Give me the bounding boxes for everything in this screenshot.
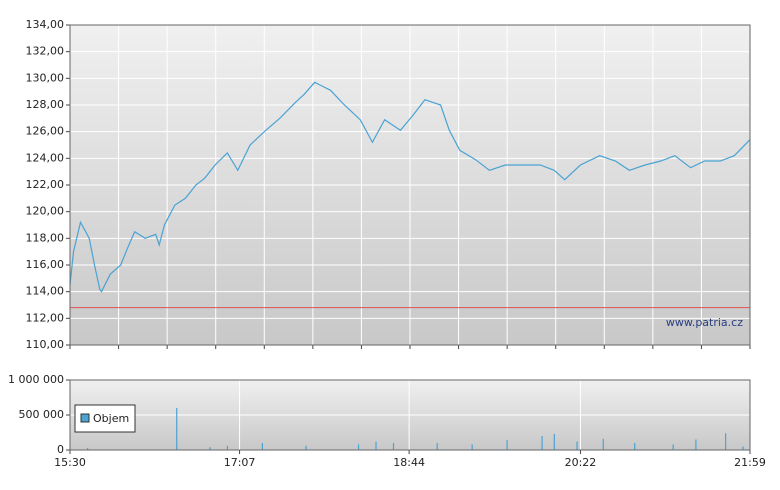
y-tick-label: 126,00 <box>26 125 65 138</box>
x-tick-label: 21:59 <box>734 456 766 469</box>
volume-frame <box>69 379 751 451</box>
x-tick-label: 15:30 <box>54 456 86 469</box>
volume-bar <box>541 436 543 450</box>
volume-bar <box>176 408 178 450</box>
volume-bar <box>357 444 360 450</box>
volume-bar <box>602 438 604 450</box>
price-frame <box>69 24 751 346</box>
y-tick-label: 122,00 <box>26 178 65 191</box>
volume-bar <box>742 446 744 450</box>
x-tick-label: 18:44 <box>393 456 425 469</box>
watermark: www.patria.cz <box>666 316 743 329</box>
y-tick-label: 132,00 <box>26 45 65 58</box>
y-tick-label: 124,00 <box>26 151 65 164</box>
y-tick-label: 130,00 <box>26 71 65 84</box>
volume-bar <box>634 443 636 450</box>
y-tick-label: 120,00 <box>26 205 65 218</box>
y-tick-label: 134,00 <box>26 18 65 31</box>
volume-bar <box>375 441 377 450</box>
x-tick-label: 17:07 <box>224 456 256 469</box>
y-tick-label: 110,00 <box>26 338 65 351</box>
volume-bar <box>209 447 211 450</box>
y-tick-label: 0 <box>57 443 64 456</box>
volume-bar <box>471 444 473 450</box>
y-tick-label: 500 000 <box>19 408 65 421</box>
y-tick-label: 112,00 <box>26 311 65 324</box>
volume-bar <box>261 443 263 450</box>
volume-bar <box>695 439 697 450</box>
legend-label: Objem <box>93 412 129 425</box>
volume-bar <box>553 433 555 450</box>
volume-bar <box>86 447 89 450</box>
price-line <box>69 81 751 293</box>
volume-bar <box>672 444 674 450</box>
legend-swatch <box>80 413 90 423</box>
volume-bar <box>506 440 508 450</box>
volume-bar <box>436 443 438 450</box>
volume-bar <box>305 445 307 450</box>
volume-bar <box>725 433 727 450</box>
volume-bar <box>576 441 578 450</box>
y-tick-label: 1 000 000 <box>8 373 64 386</box>
x-tick-label: 20:22 <box>565 456 597 469</box>
volume-bar <box>392 443 395 450</box>
y-tick-label: 114,00 <box>26 285 65 298</box>
y-tick-label: 118,00 <box>26 231 65 244</box>
y-tick-label: 116,00 <box>26 258 65 271</box>
y-tick-label: 128,00 <box>26 98 65 111</box>
volume-bar <box>226 445 229 450</box>
legend-box <box>74 404 136 433</box>
